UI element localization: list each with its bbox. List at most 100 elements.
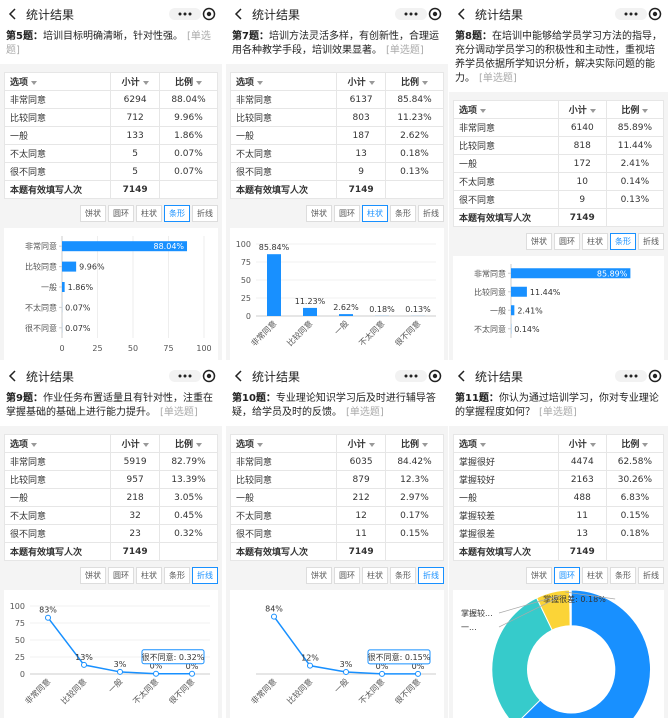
back-chevron: [457, 8, 465, 20]
view-button[interactable]: 折线: [192, 205, 218, 222]
dot: [183, 12, 187, 16]
cell: 6137: [336, 90, 386, 109]
view-button[interactable]: 折线: [418, 205, 444, 222]
view-button[interactable]: 条形: [610, 567, 636, 584]
view-button[interactable]: 饼状: [80, 205, 106, 222]
view-button[interactable]: 柱状: [582, 567, 608, 584]
view-button[interactable]: 柱状: [362, 567, 388, 584]
cell: 不太同意: [229, 144, 338, 163]
cell: 11: [336, 524, 386, 543]
header-cell: 小计: [336, 72, 386, 91]
dot: [178, 374, 182, 378]
view-button[interactable]: 条形: [390, 567, 416, 584]
view-button[interactable]: 圆环: [554, 233, 580, 250]
total-blank: [384, 542, 445, 561]
dot: [624, 12, 628, 16]
view-button[interactable]: 饼状: [306, 567, 332, 584]
cell: 6.83%: [605, 488, 665, 507]
view-button[interactable]: 柱状: [136, 567, 162, 584]
point: [379, 670, 385, 677]
result-table: 选项 小计 比例 非常同意 6294 88.04% 比较同意 712 9.96% 一般 133 1.8…: [3, 72, 219, 199]
back: [457, 8, 465, 20]
cell: 掌握较好: [453, 470, 559, 489]
view-button[interactable]: 折线: [638, 233, 664, 250]
total-row: 本题有效填写人次 7149: [229, 180, 445, 199]
header-text: 小计: [569, 440, 596, 450]
cell: 很不同意: [229, 524, 338, 543]
point: [189, 670, 195, 677]
view-button[interactable]: 折线: [638, 567, 664, 584]
total-row: 本题有效填写人次 7149: [3, 180, 219, 199]
cell: 488: [557, 488, 607, 507]
category-label: 一般: [332, 318, 350, 336]
total-label: 本题有效填写人次: [229, 180, 338, 199]
result-table: 选项 小计 比例 非常同意 6035 84.42% 比较同意 879 12.3% 一般 212 2.9…: [229, 434, 445, 561]
dot: [624, 374, 628, 378]
cell: 比较同意: [229, 470, 338, 489]
table-row: 不太同意 5 0.07%: [3, 144, 219, 163]
view-button[interactable]: 条形: [164, 205, 190, 222]
cell: 0.18%: [605, 524, 665, 543]
header: 统计结果: [0, 362, 222, 390]
category-label: 非常同意: [249, 318, 279, 348]
question-tag: [单选题]: [160, 407, 198, 418]
view-button[interactable]: 饼状: [526, 233, 552, 250]
bar: [303, 307, 317, 316]
dot: [178, 12, 182, 16]
view-button[interactable]: 圆环: [108, 205, 134, 222]
view-button[interactable]: 折线: [192, 567, 218, 584]
view-button[interactable]: 饼状: [306, 205, 332, 222]
view-button[interactable]: 圆环: [108, 567, 134, 584]
cell: 0.13%: [384, 162, 445, 181]
header-text: 小计: [122, 78, 149, 88]
point: [45, 614, 51, 621]
cell: 218: [110, 488, 160, 507]
question: 第9题：作业任务布置适量且有针对性，注重在掌握基础的基础上进行能力提升。 [单选题…: [0, 390, 222, 426]
back-chevron: [457, 370, 465, 382]
view-button[interactable]: 饼状: [80, 567, 106, 584]
table-row: 不太同意 32 0.45%: [3, 506, 219, 525]
more: [615, 8, 647, 20]
view-button[interactable]: 柱状: [136, 205, 162, 222]
view-button[interactable]: 圆环: [334, 205, 360, 222]
header-text: 选项: [236, 440, 263, 450]
category-label: 一般: [41, 282, 57, 292]
cell: 比较同意: [3, 470, 112, 489]
table-row: 很不同意 9 0.13%: [453, 190, 665, 209]
cell: 2.97%: [384, 488, 445, 507]
table-row: 非常同意 6294 88.04%: [3, 90, 219, 109]
total-blank: [384, 180, 445, 199]
cell: 12.3%: [384, 470, 445, 489]
view-button[interactable]: 条形: [164, 567, 190, 584]
target: [428, 369, 442, 383]
header-text: 选项: [459, 106, 486, 116]
category-label: 一般: [106, 676, 124, 694]
panel: 统计结果 第5题：培训目标明确清晰，针对性强。 [单选题] 选项 小计 比例 非常同意 629…: [0, 0, 222, 360]
target: [648, 7, 662, 21]
cell: 85.84%: [384, 90, 445, 109]
cell: 13.39%: [158, 470, 219, 489]
question-text: 专业理论知识学习后及时进行辅导答疑，给学员及时的反馈。: [232, 393, 436, 418]
category-label: 很不同意: [393, 318, 423, 348]
view-button[interactable]: 条形: [610, 233, 636, 250]
view-button[interactable]: 圆环: [334, 567, 360, 584]
value-label: 0.18%: [369, 305, 395, 314]
cell: 0.17%: [384, 506, 445, 525]
view-button[interactable]: 饼状: [526, 567, 552, 584]
view-button[interactable]: 圆环: [554, 567, 580, 584]
view-button[interactable]: 条形: [390, 205, 416, 222]
view-button[interactable]: 柱状: [582, 233, 608, 250]
core: [432, 373, 438, 379]
category-label: 很不同意: [393, 676, 423, 706]
chart-box: 0 25 50 75 100 非常同意 88.04% 比较同意 9.96% 一般 1.86% 不太同意…: [4, 228, 218, 360]
table-row: 掌握很差 13 0.18%: [453, 524, 665, 543]
value-label: 3%: [340, 660, 353, 669]
cell: 85.89%: [605, 118, 665, 137]
cell: 5919: [110, 452, 160, 471]
table-row: 一般 212 2.97%: [229, 488, 445, 507]
view-button[interactable]: 折线: [418, 567, 444, 584]
cell: 712: [110, 108, 160, 127]
view-button[interactable]: 柱状: [362, 205, 388, 222]
value-label: 11.44%: [530, 288, 561, 297]
back-chevron: [234, 8, 242, 20]
